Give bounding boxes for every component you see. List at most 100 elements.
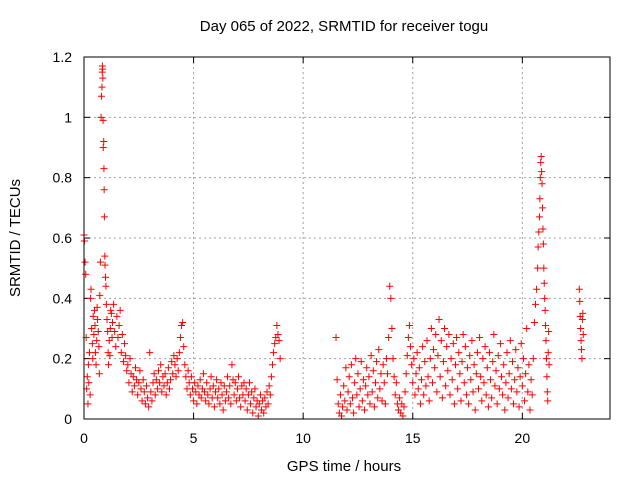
data-point [477,373,485,381]
data-point [161,370,169,378]
data-point [498,373,506,381]
data-point [438,394,446,402]
data-point [265,382,273,390]
data-point [385,334,393,342]
data-point [368,388,376,396]
data-point [108,318,116,326]
data-point [579,331,587,339]
data-point [466,352,474,360]
data-point [255,400,263,408]
y-tick-label: 0 [64,411,72,427]
data-point [271,340,279,348]
data-point [99,65,107,73]
data-point [141,400,149,408]
data-point [207,373,215,381]
data-point [99,116,107,124]
y-tick-label: 0.6 [53,230,73,246]
data-point [203,379,211,387]
data-point [521,397,529,405]
data-point [375,346,383,354]
data-point [539,240,547,248]
data-point [475,385,482,393]
data-point [439,358,447,366]
data-point [99,74,107,82]
data-point [165,385,173,393]
x-tick-label: 20 [515,430,531,446]
data-point [379,361,387,369]
data-point [105,337,113,345]
data-point [536,174,544,182]
data-point [117,349,125,357]
data-point [100,137,108,145]
data-point [112,343,120,351]
data-point [106,352,114,360]
data-point [160,382,168,390]
y-tick-label: 1 [64,109,72,125]
data-point [489,358,497,366]
data-point [441,325,449,332]
data-point [377,370,385,378]
data-point [538,204,546,212]
data-point [461,343,469,351]
data-point [389,355,397,363]
data-point [503,349,511,357]
data-point [156,379,164,387]
data-point [427,325,435,332]
data-point [100,213,108,221]
data-point [134,391,142,399]
data-point [199,370,207,378]
data-point [457,397,465,405]
data-point [210,403,218,411]
data-point [344,388,352,396]
data-point [373,358,381,366]
data-point [545,361,553,369]
data-point [171,361,179,369]
data-point [90,331,98,339]
data-point [275,337,283,345]
data-point [408,361,416,369]
data-point [248,388,256,396]
data-point [334,400,342,408]
data-point [348,394,356,402]
data-point [407,343,415,351]
data-point [354,370,362,378]
data-point [338,412,346,420]
data-point [536,195,544,203]
data-point [101,273,109,281]
data-point [488,394,496,402]
data-point [168,358,176,366]
data-point [515,403,523,411]
data-point [216,400,224,408]
data-point [507,385,515,393]
data-point [173,355,181,363]
data-point [230,391,238,399]
data-point [128,388,136,396]
data-point [215,385,223,393]
data-point [357,358,365,366]
data-point [145,403,153,411]
data-point [212,388,219,396]
data-point [374,394,382,402]
data-point [107,309,115,317]
data-point [533,285,541,293]
data-point [270,349,278,357]
data-point [132,364,140,372]
data-point [91,349,99,357]
data-point [402,370,410,378]
data-point [514,364,522,372]
data-point [118,331,126,339]
data-point [391,391,399,399]
data-point [107,306,115,314]
data-point [481,343,489,351]
data-point [101,252,109,260]
data-point [519,355,527,363]
data-point [102,300,110,308]
data-point [544,349,552,357]
data-point [534,243,542,251]
data-point [162,391,170,399]
data-point [164,364,172,372]
data-point [350,409,358,417]
data-point [103,315,111,323]
data-point [163,379,171,387]
data-point [209,382,217,390]
